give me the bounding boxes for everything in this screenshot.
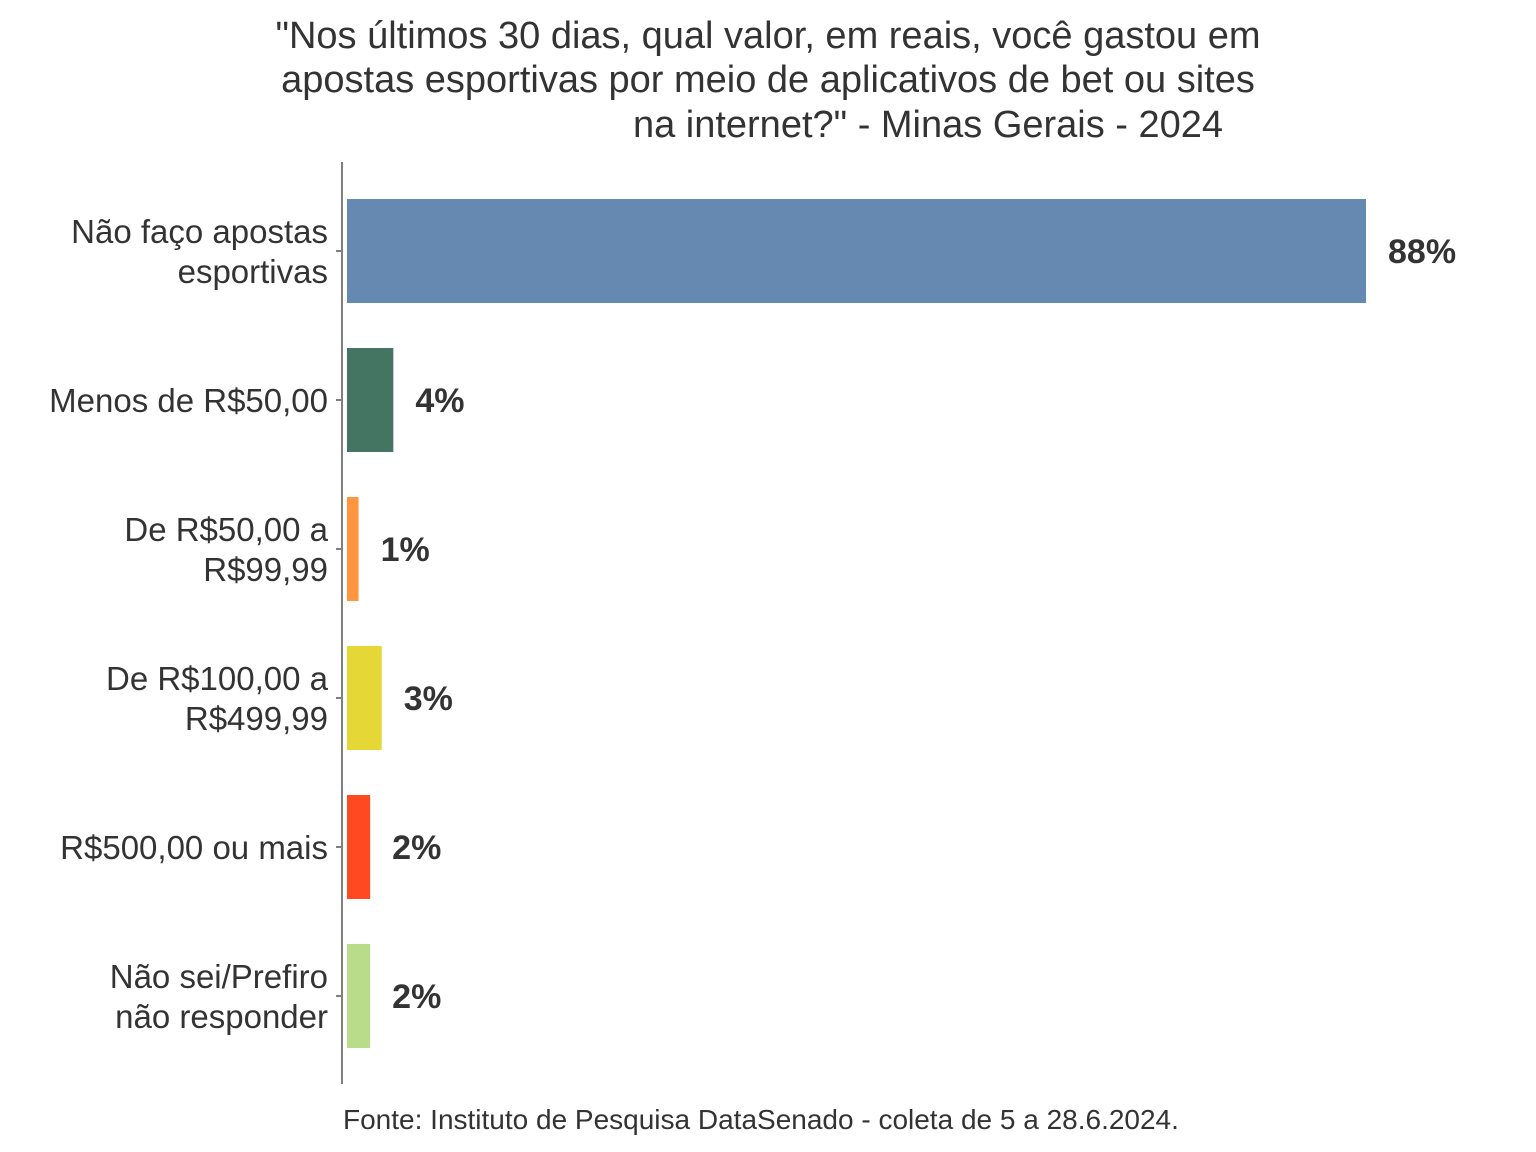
category-label-line: R$500,00 ou mais xyxy=(60,829,328,866)
category-label: Não sei/Prefiro não responder xyxy=(110,958,328,1035)
bar-value-label: 1% xyxy=(381,531,430,569)
bar xyxy=(347,497,359,601)
bar xyxy=(347,348,394,452)
chart-title-line-3: na internet?" - Minas Gerais - 2024 xyxy=(632,104,1224,146)
category-label-line: De R$100,00 a xyxy=(106,660,329,697)
category-label-line: esportivas xyxy=(178,253,328,290)
bar xyxy=(347,646,382,750)
bar-value-label: 4% xyxy=(415,382,464,420)
chart-title-line-2: apostas esportivas por meio de aplicativ… xyxy=(281,59,1255,101)
chart-title-line-1: "Nos últimos 30 dias, qual valor, em rea… xyxy=(275,15,1261,57)
category-label: R$500,00 ou mais xyxy=(60,829,328,866)
category-label: De R$100,00 a R$499,99 xyxy=(106,660,329,737)
category-label-line: De R$50,00 a xyxy=(124,511,328,548)
category-label-line: Não faço apostas xyxy=(71,213,328,250)
category-label-line: não responder xyxy=(115,998,328,1035)
category-label-line: R$99,99 xyxy=(203,551,328,588)
bar xyxy=(347,795,371,899)
category-label-line: Menos de R$50,00 xyxy=(49,382,328,419)
bar-value-label: 2% xyxy=(392,978,441,1016)
bar-value-label: 88% xyxy=(1388,233,1456,271)
category-label: De R$50,00 a R$99,99 xyxy=(124,511,328,588)
bar xyxy=(347,199,1366,303)
chart-source-note: Fonte: Instituto de Pesquisa DataSenado … xyxy=(343,1104,1179,1135)
category-label: Menos de R$50,00 xyxy=(49,382,328,419)
bar-value-label: 3% xyxy=(404,680,453,718)
category-label-line: Não sei/Prefiro xyxy=(110,958,328,995)
bar-value-label: 2% xyxy=(392,829,441,867)
category-label-line: R$499,99 xyxy=(185,700,328,737)
bar xyxy=(347,944,371,1048)
category-label: Não faço apostas esportivas xyxy=(71,213,328,290)
